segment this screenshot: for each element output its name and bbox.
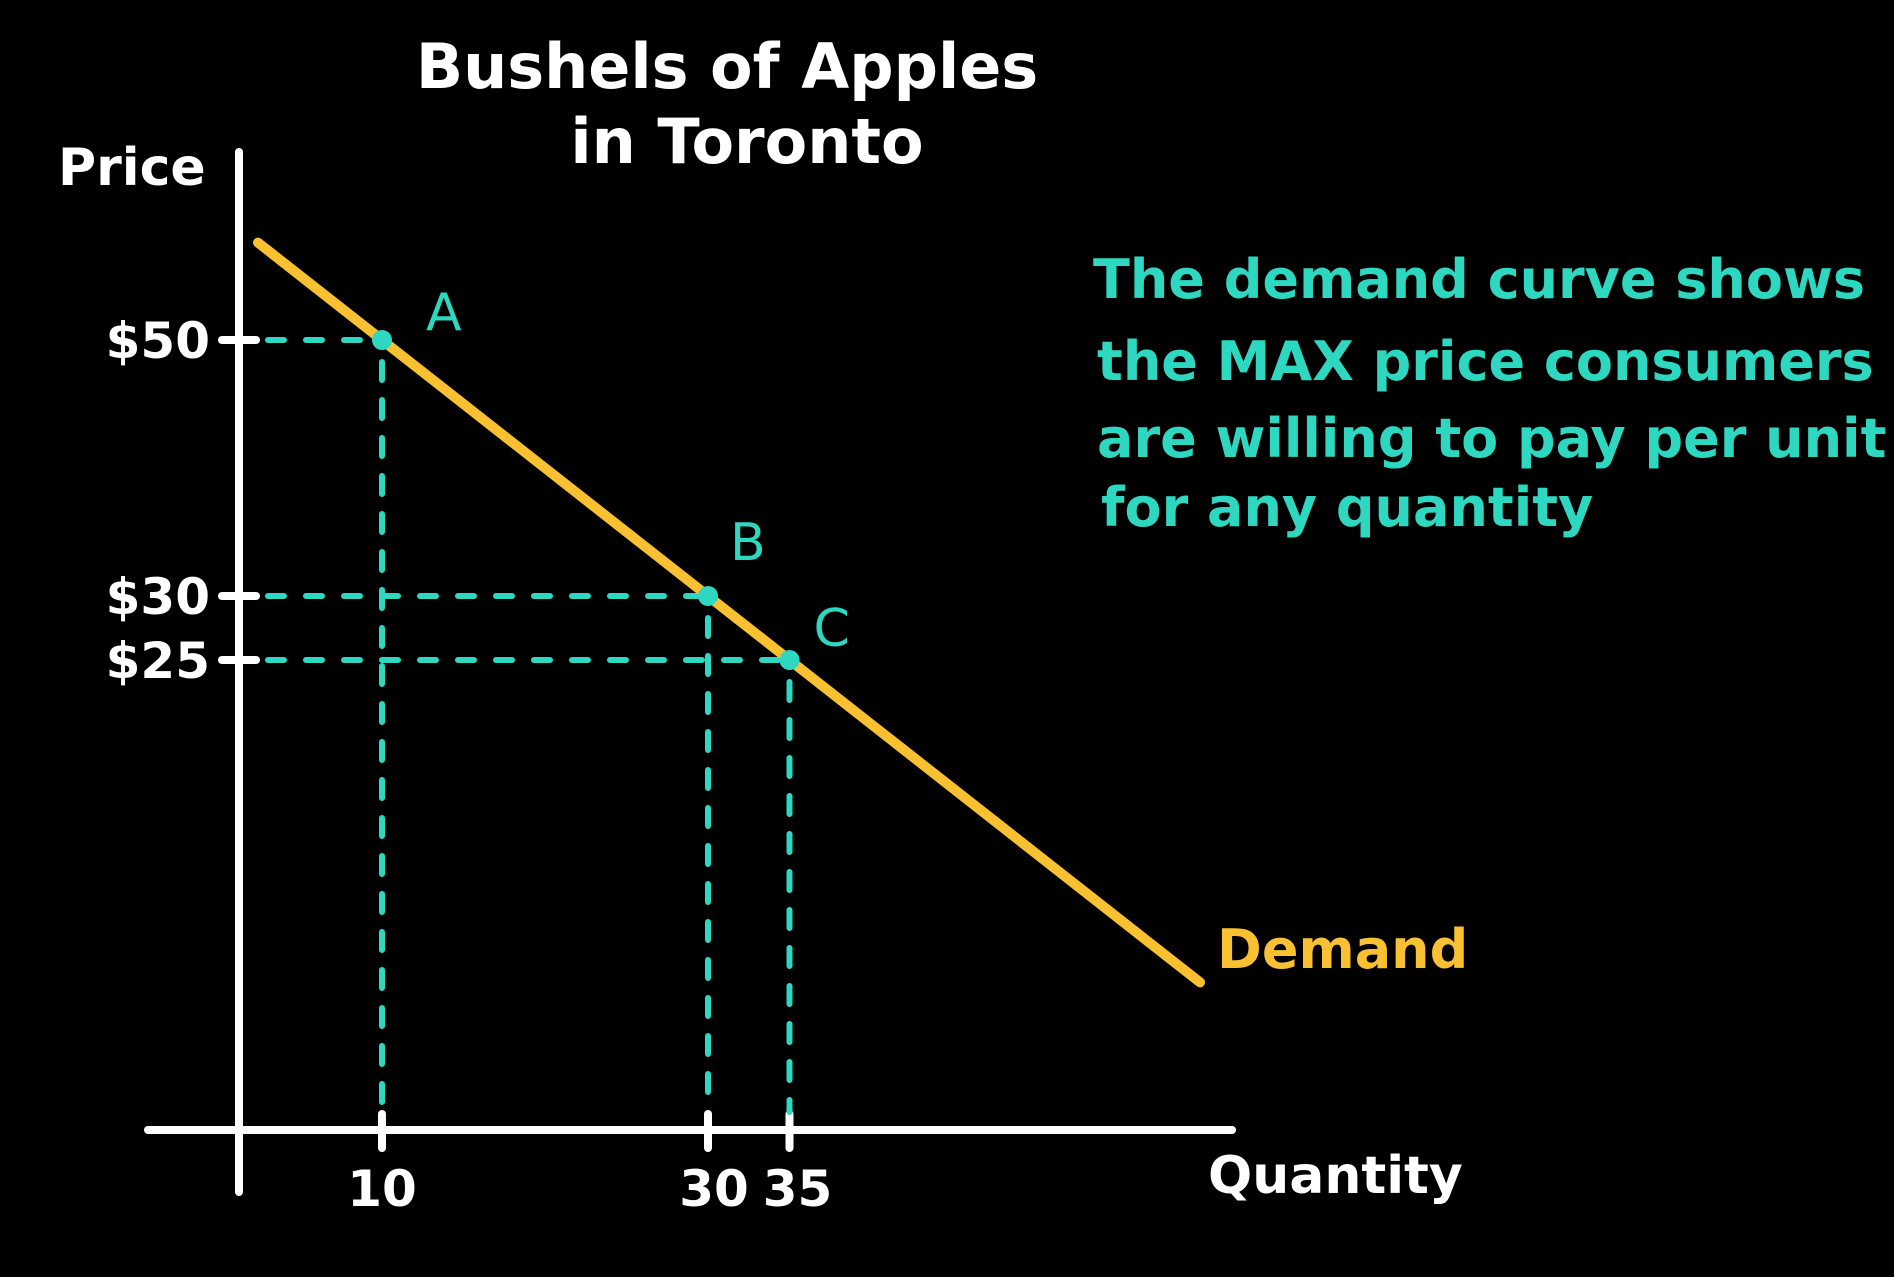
demand-curve [253, 237, 1205, 988]
demand-label: Demand [1217, 918, 1468, 981]
point-label-c: C [814, 599, 850, 659]
annotation-line-2: the MAX price consumers [1097, 330, 1874, 393]
y-ticks: $50 $30 $25 [106, 312, 260, 690]
point-label-b: B [730, 513, 766, 573]
chart-title-line1: Bushels of Apples [416, 30, 1038, 103]
y-tick-label: $25 [106, 632, 210, 690]
chart-title-line2: in Toronto [570, 105, 923, 178]
point-label-a: A [426, 283, 462, 343]
y-tick-label: $50 [106, 312, 210, 370]
annotation-line-1: The demand curve shows [1093, 248, 1865, 311]
point-a [372, 330, 392, 350]
x-axis-label: Quantity [1208, 1146, 1463, 1206]
guide-lines [265, 337, 793, 1115]
x-tick-label: 35 [763, 1160, 833, 1218]
y-axis-label: Price [58, 138, 206, 198]
x-ticks: 10 30 35 [347, 1110, 833, 1218]
demand-points: A BC [372, 283, 850, 670]
y-tick-label: $30 [106, 568, 210, 626]
annotation-line-3: are willing to pay per unit [1097, 407, 1886, 470]
annotation-line-4: for any quantity [1101, 476, 1593, 539]
point-b [698, 586, 718, 606]
x-tick-label: 10 [347, 1160, 417, 1218]
point-c [779, 650, 800, 670]
x-tick-label: 30 [679, 1160, 749, 1218]
